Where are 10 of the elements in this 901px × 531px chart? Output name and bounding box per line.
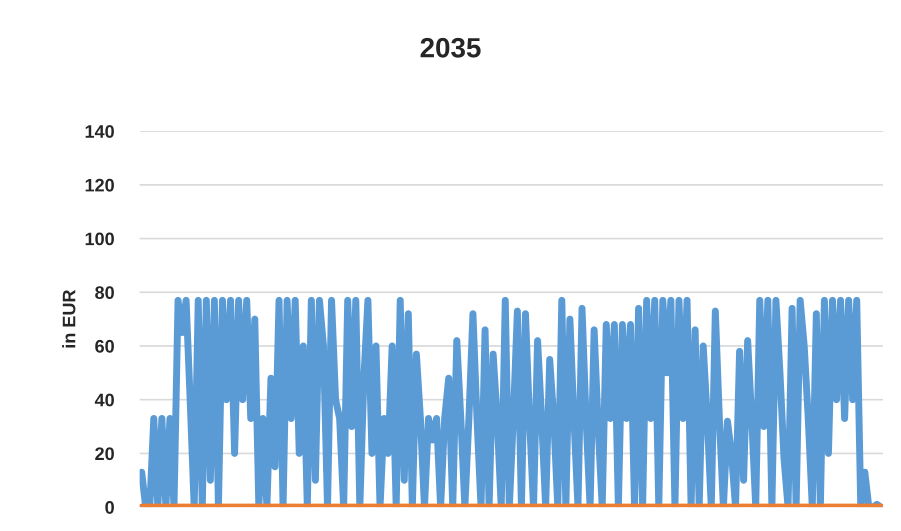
y-tick-label: 100 <box>86 232 114 246</box>
y-tick-label: 20 <box>95 447 114 460</box>
y-tick-label: 120 <box>86 178 114 192</box>
chart-title: 2035 <box>420 38 481 58</box>
y-tick-label: 40 <box>94 394 114 406</box>
y-tick-label: 60 <box>95 340 114 353</box>
y-axis-title: in EUR <box>62 290 76 348</box>
y-tick-label: 140 <box>86 125 114 138</box>
y-tick-label: 0 <box>105 501 114 514</box>
y-tick-label: 80 <box>95 286 114 299</box>
